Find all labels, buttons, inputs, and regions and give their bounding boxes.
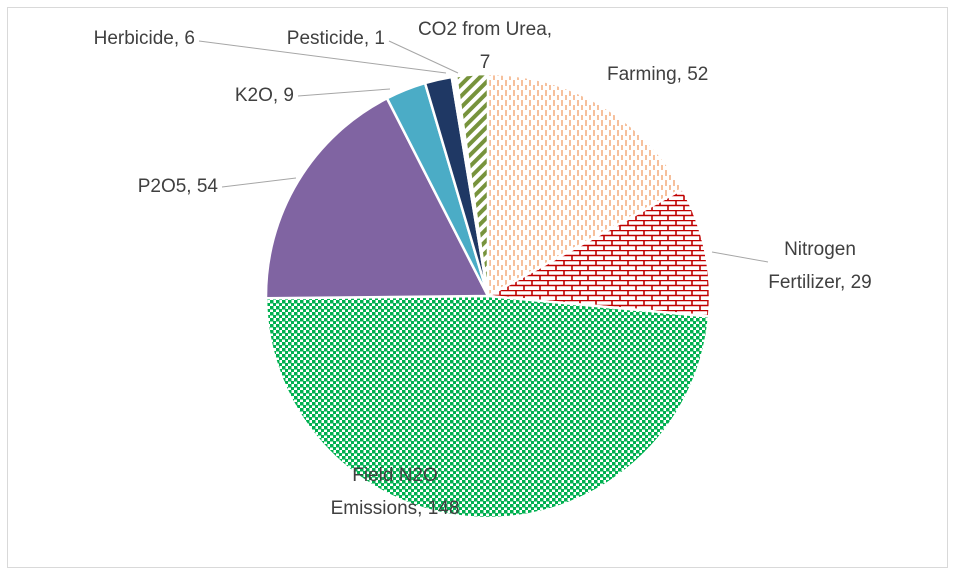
data-label: Pesticide, 1 (287, 28, 385, 49)
data-label-line: CO2 from Urea, (418, 19, 552, 40)
leader-line (198, 40, 447, 74)
data-label: Nitrogen Fertilizer, 29 (768, 239, 871, 293)
pie-slice (486, 72, 685, 299)
data-label: K2O, 9 (235, 85, 294, 106)
data-label-line: 7 (480, 52, 491, 73)
data-label-line: Fertilizer, 29 (768, 272, 871, 293)
leader-line (388, 40, 459, 74)
leader-line (297, 88, 391, 97)
data-label-line: Field N2O (352, 465, 438, 486)
pie-slice (264, 96, 491, 300)
leader-line (711, 251, 769, 263)
data-label-line: Nitrogen (784, 239, 856, 260)
pie-slice (483, 187, 712, 318)
data-label: Herbicide, 6 (94, 28, 195, 49)
data-label-line: Emissions, 148 (331, 498, 460, 519)
leader-line (221, 177, 297, 188)
data-label: CO2 from Urea, 7 (418, 19, 552, 73)
data-label: P2O5, 54 (138, 176, 219, 197)
pie-slice (264, 294, 711, 520)
data-label: Field N2O Emissions, 148 (331, 465, 460, 519)
data-label: Farming, 52 (607, 64, 708, 85)
pie-slice (454, 72, 490, 297)
